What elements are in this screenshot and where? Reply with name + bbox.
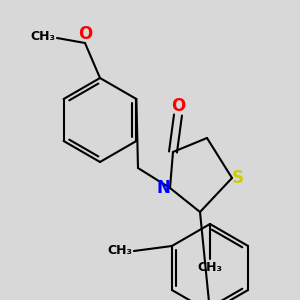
Text: CH₃: CH₃ [30,29,55,43]
Text: CH₃: CH₃ [107,244,132,257]
Text: O: O [78,25,92,43]
Text: O: O [171,97,185,115]
Text: CH₃: CH₃ [197,261,223,274]
Text: N: N [156,179,170,197]
Text: S: S [232,169,244,187]
